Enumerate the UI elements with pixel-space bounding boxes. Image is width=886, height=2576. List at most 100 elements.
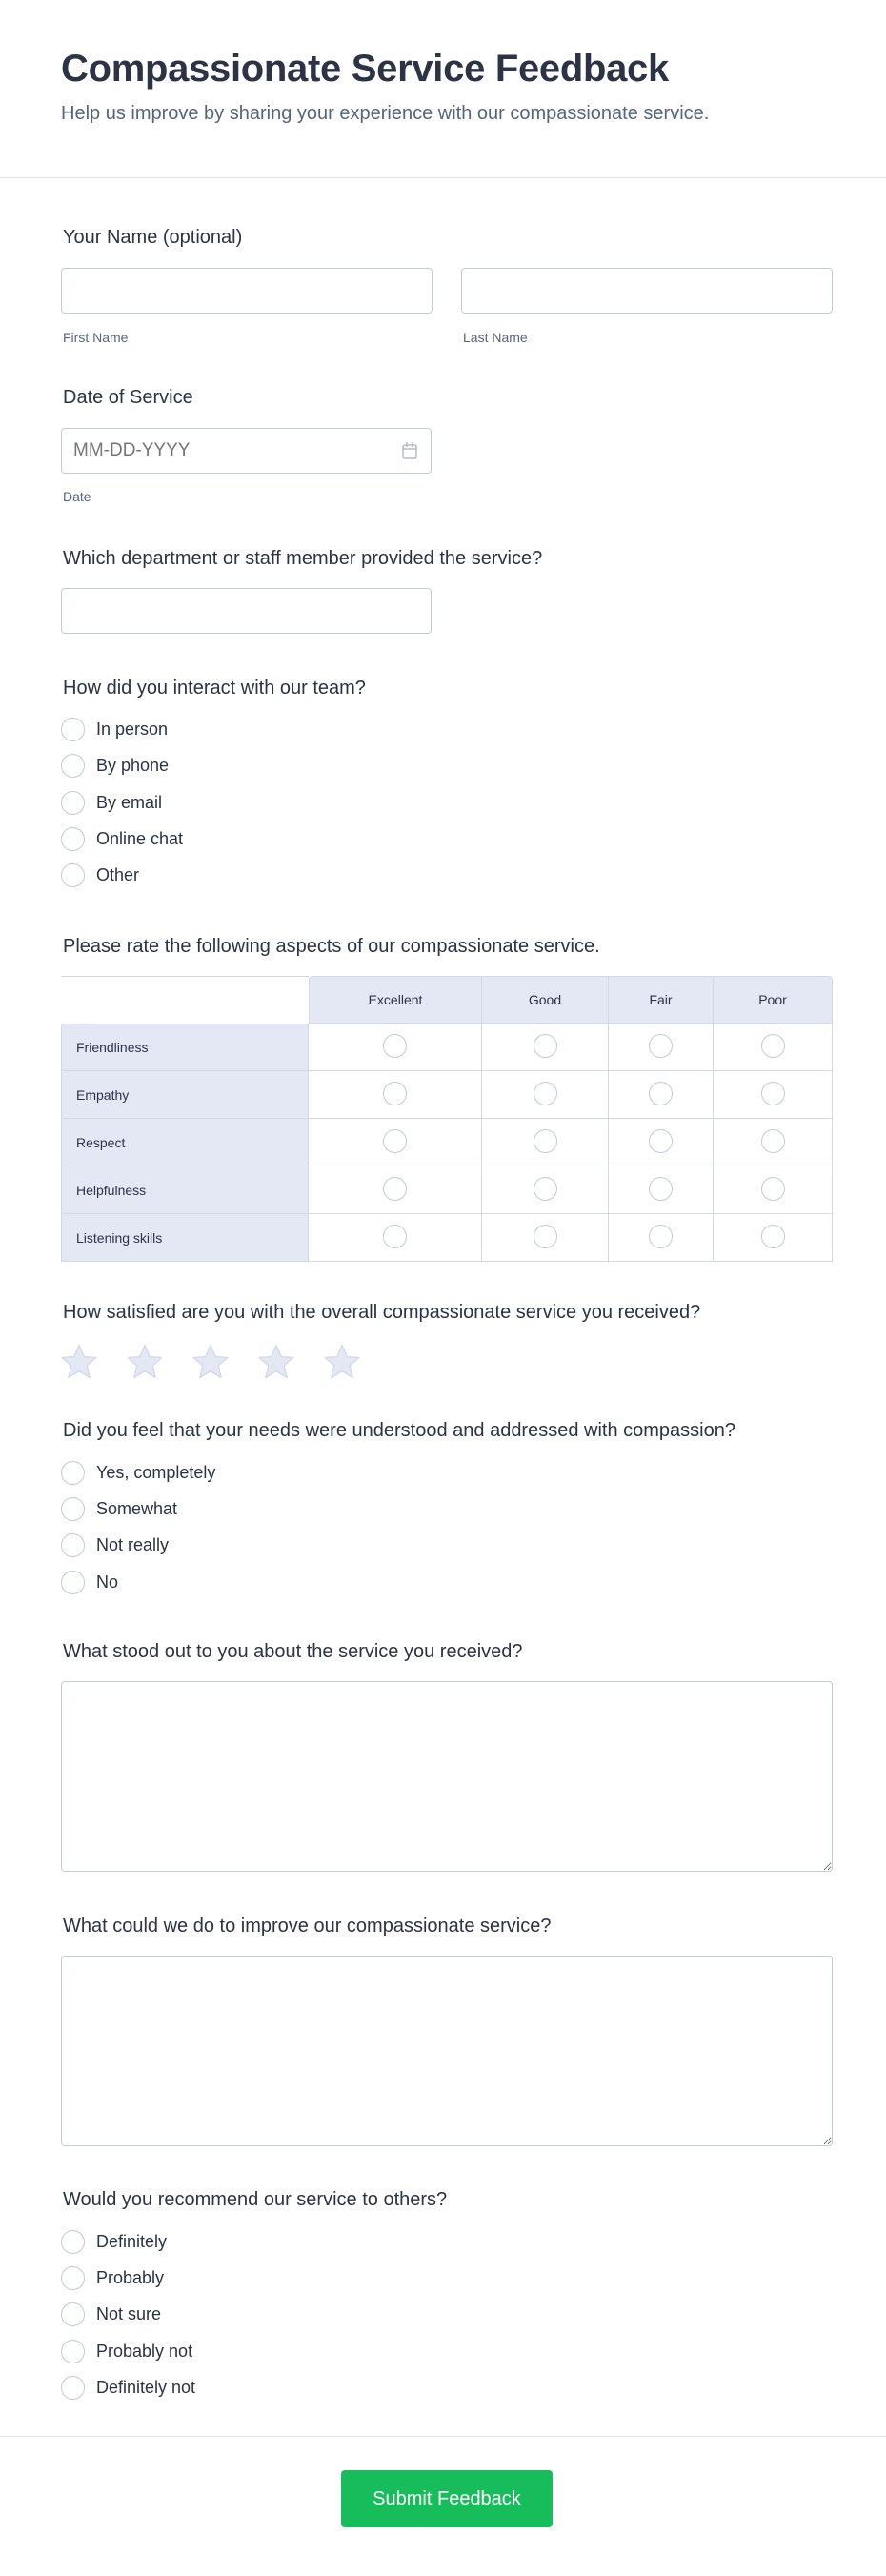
first-name-input[interactable] (61, 268, 433, 314)
radio-button[interactable] (760, 1128, 785, 1153)
last-name-sublabel: Last Name (463, 330, 528, 345)
matrix-row: Empathy (61, 1071, 833, 1119)
radio-button[interactable] (61, 2339, 85, 2363)
radio-option[interactable]: Probably (61, 2265, 164, 2290)
option-label: Probably (96, 2267, 165, 2287)
improve-label: What could we do to improve our compassi… (63, 1916, 552, 1937)
date-sublabel: Date (63, 489, 91, 504)
option-label: Probably not (96, 2341, 193, 2361)
last-name-input[interactable] (461, 268, 833, 314)
option-label: Online chat (96, 828, 184, 848)
column-header: Poor (714, 976, 833, 1024)
radio-button[interactable] (649, 1128, 673, 1153)
radio-button[interactable] (61, 2302, 85, 2326)
date-input[interactable] (61, 428, 432, 474)
radio-button[interactable] (533, 1081, 557, 1105)
radio-button[interactable] (383, 1176, 407, 1201)
stood-out-label: What stood out to you about the service … (63, 1641, 523, 1662)
row-label: Empathy (61, 1071, 309, 1119)
radio-option[interactable]: Somewhat (61, 1496, 177, 1521)
understood-label: Did you feel that your needs were unders… (63, 1420, 735, 1441)
star-icon[interactable] (257, 1343, 295, 1381)
radio-button[interactable] (61, 1532, 85, 1557)
radio-button[interactable] (61, 790, 85, 815)
row-label: Friendliness (61, 1024, 309, 1071)
option-label: Not sure (96, 2303, 162, 2323)
star-icon[interactable] (60, 1343, 98, 1381)
radio-option[interactable]: Not sure (61, 2302, 161, 2326)
form-title: Compassionate Service Feedback (61, 48, 669, 90)
radio-button[interactable] (61, 862, 85, 887)
radio-button[interactable] (760, 1033, 785, 1058)
department-input[interactable] (61, 588, 432, 634)
row-label: Listening skills (61, 1214, 309, 1262)
radio-button[interactable] (61, 1496, 85, 1521)
radio-button[interactable] (383, 1081, 407, 1105)
radio-option[interactable]: By email (61, 790, 162, 815)
radio-option[interactable]: Definitely (61, 2229, 167, 2254)
radio-button[interactable] (61, 753, 85, 778)
option-label: By email (96, 792, 163, 812)
radio-button[interactable] (649, 1081, 673, 1105)
radio-button[interactable] (533, 1224, 557, 1248)
form-subtitle: Help us improve by sharing your experien… (61, 103, 710, 124)
option-label: By phone (96, 755, 170, 775)
department-label: Which department or staff member provide… (63, 548, 543, 569)
matrix-row: Listening skills (61, 1214, 833, 1262)
radio-button[interactable] (61, 2229, 85, 2254)
radio-button[interactable] (760, 1176, 785, 1201)
column-header: Fair (609, 976, 714, 1024)
rating-matrix: Excellent Good Fair Poor Friendliness Em… (61, 976, 833, 1262)
radio-option[interactable]: Probably not (61, 2339, 192, 2363)
matrix-row: Respect (61, 1119, 833, 1166)
column-header: Excellent (309, 976, 482, 1024)
radio-button[interactable] (61, 826, 85, 851)
radio-option[interactable]: Yes, completely (61, 1460, 215, 1485)
option-label: In person (96, 719, 169, 739)
option-label: Yes, completely (96, 1462, 216, 1482)
radio-button[interactable] (61, 1460, 85, 1485)
star-rating[interactable] (60, 1343, 361, 1381)
radio-button[interactable] (383, 1033, 407, 1058)
matrix-label: Please rate the following aspects of our… (63, 936, 600, 957)
radio-option[interactable]: Online chat (61, 826, 183, 851)
row-label: Respect (61, 1119, 309, 1166)
radio-option[interactable]: Definitely not (61, 2375, 195, 2400)
radio-option[interactable]: Not really (61, 1532, 169, 1557)
radio-button[interactable] (649, 1224, 673, 1248)
radio-option[interactable]: In person (61, 717, 168, 741)
radio-button[interactable] (61, 1570, 85, 1594)
radio-button[interactable] (649, 1033, 673, 1058)
date-field[interactable] (61, 428, 432, 474)
recommend-label: Would you recommend our service to other… (63, 2189, 448, 2210)
submit-button[interactable]: Submit Feedback (341, 2470, 553, 2527)
radio-button[interactable] (760, 1081, 785, 1105)
radio-option[interactable]: No (61, 1570, 118, 1594)
satisfaction-label: How satisfied are you with the overall c… (63, 1302, 701, 1323)
stood-out-textarea[interactable] (61, 1681, 833, 1872)
star-icon[interactable] (126, 1343, 164, 1381)
option-label: No (96, 1572, 119, 1592)
header-divider (0, 177, 886, 178)
option-label: Not really (96, 1534, 170, 1554)
option-label: Other (96, 864, 140, 884)
radio-option[interactable]: Other (61, 862, 139, 887)
matrix-row: Helpfulness (61, 1166, 833, 1214)
radio-button[interactable] (61, 2265, 85, 2290)
radio-button[interactable] (533, 1033, 557, 1058)
name-label: Your Name (optional) (63, 227, 243, 248)
radio-button[interactable] (760, 1224, 785, 1248)
radio-button[interactable] (533, 1176, 557, 1201)
star-icon[interactable] (191, 1343, 230, 1381)
radio-button[interactable] (61, 717, 85, 741)
radio-button[interactable] (61, 2375, 85, 2400)
radio-button[interactable] (383, 1224, 407, 1248)
radio-button[interactable] (383, 1128, 407, 1153)
radio-option[interactable]: By phone (61, 753, 169, 778)
radio-button[interactable] (649, 1176, 673, 1201)
improve-textarea[interactable] (61, 1956, 833, 2146)
star-icon[interactable] (323, 1343, 361, 1381)
radio-button[interactable] (533, 1128, 557, 1153)
matrix-corner (61, 976, 309, 1024)
calendar-icon[interactable] (401, 441, 418, 460)
